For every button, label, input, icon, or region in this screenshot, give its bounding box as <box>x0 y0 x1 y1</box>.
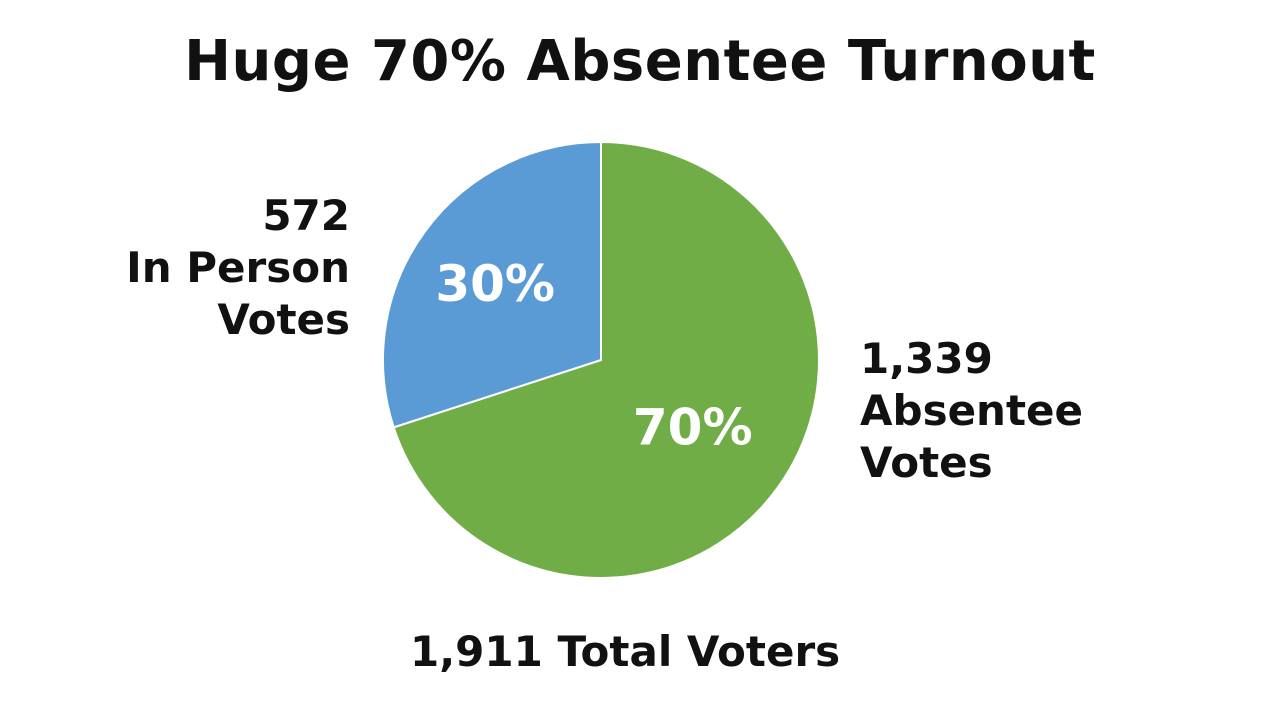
in-person-label: 572 In Person Votes <box>126 190 350 346</box>
pie-slice-in-person <box>382 140 602 429</box>
absentee-caption-line2: Votes <box>860 438 993 487</box>
in-person-count: 572 <box>262 191 350 240</box>
pie-slice-absentee <box>392 140 820 579</box>
absentee-label: 1,339 Absentee Votes <box>860 333 1083 489</box>
in-person-caption-line2: Votes <box>217 295 350 344</box>
in-person-caption-line1: In Person <box>126 243 350 292</box>
absentee-caption-line1: Absentee <box>860 386 1084 435</box>
chart-title: Huge 70% Absentee Turnout <box>184 29 1096 94</box>
absentee-count: 1,339 <box>860 334 993 383</box>
pie-slice-label-in-person: 30% <box>435 255 555 313</box>
pie-slice-label-absentee: 70% <box>633 399 753 457</box>
total-voters-label: 1,911 Total Voters <box>410 627 841 676</box>
